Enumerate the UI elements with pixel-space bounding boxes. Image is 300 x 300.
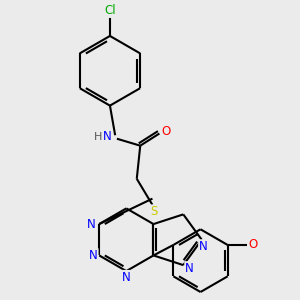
Text: S: S (151, 206, 158, 218)
Text: N: N (199, 240, 208, 253)
Text: N: N (87, 218, 96, 231)
Text: H: H (94, 132, 103, 142)
Text: N: N (103, 130, 112, 143)
Text: Cl: Cl (104, 4, 116, 17)
Text: N: N (122, 271, 131, 284)
Text: O: O (248, 238, 258, 251)
Text: N: N (185, 262, 194, 275)
Text: N: N (89, 249, 98, 262)
Text: O: O (161, 125, 170, 138)
